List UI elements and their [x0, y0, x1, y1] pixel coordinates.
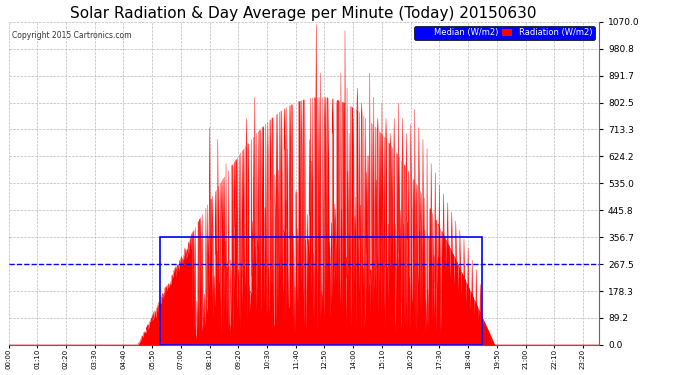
- Title: Solar Radiation & Day Average per Minute (Today) 20150630: Solar Radiation & Day Average per Minute…: [70, 6, 537, 21]
- Legend: Median (W/m2), Radiation (W/m2): Median (W/m2), Radiation (W/m2): [415, 26, 595, 40]
- Bar: [160, 237, 482, 345]
- Text: Copyright 2015 Cartronics.com: Copyright 2015 Cartronics.com: [12, 32, 131, 40]
